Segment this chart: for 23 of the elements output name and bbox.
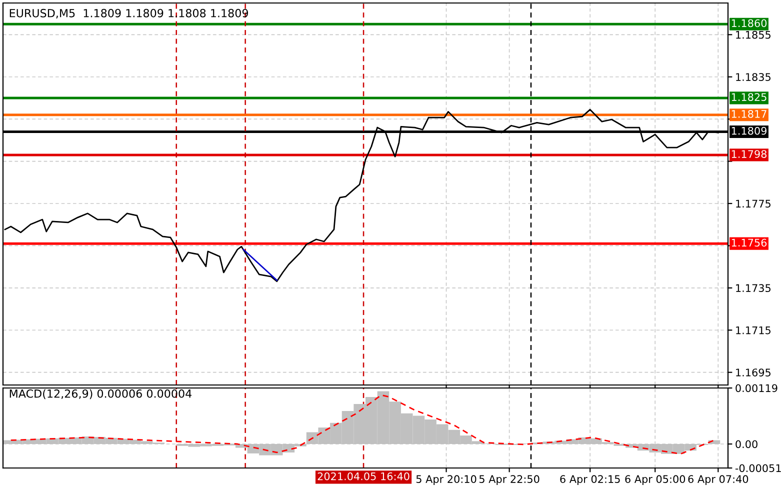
x-tick-label: 6 Apr 07:40 [688, 475, 748, 486]
y-tick-label: 1.1855 [736, 30, 770, 39]
ref-line-label: 1.1756 [732, 238, 767, 247]
ref-line-label: 1.1798 [732, 150, 767, 158]
chart-title: MACD(12,26,9) 0.00006 0.00004 [10, 389, 192, 400]
ref-line-label: 1.1825 [732, 93, 766, 101]
y-tick-label: 1.1715 [736, 326, 770, 334]
y-tick-label: 1.1835 [736, 73, 770, 81]
ref-line-label: 1.1817 [732, 110, 766, 118]
chart-title: EURUSD,M5 1.1809 1.1809 1.1808 1.1809 [10, 8, 248, 18]
ref-line-label: 2021.04.05 16:40 [318, 472, 410, 480]
x-tick-label: 6 Apr 05:00 [625, 475, 686, 486]
y-tick-label: 1.1695 [736, 368, 770, 376]
ref-line-label: 1.1809 [732, 126, 766, 135]
y-tick-label: 1.1775 [736, 200, 770, 208]
x-tick-label: 6 Apr 02:15 [560, 475, 620, 486]
y-tick-label: 1.1735 [736, 284, 770, 292]
y-tick-label: -0.00051 [735, 464, 781, 472]
ref-line-label: 1.1860 [732, 19, 767, 28]
x-tick-label: 5 Apr 22:50 [479, 475, 540, 486]
y-tick-label: 0.00 [736, 440, 758, 448]
x-tick-label: 5 Apr 20:10 [416, 475, 476, 486]
y-tick-label: 0.00119 [736, 384, 778, 392]
